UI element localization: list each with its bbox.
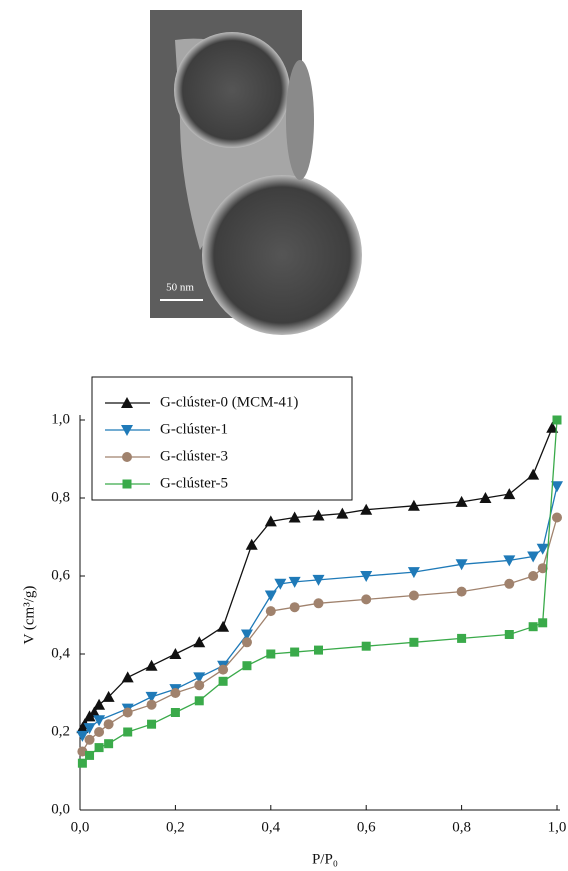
marker <box>147 720 156 729</box>
x-tick-label: 0,2 <box>166 819 185 835</box>
x-tick-label: 0,4 <box>261 819 280 835</box>
marker <box>123 708 133 718</box>
marker <box>503 488 515 499</box>
marker <box>218 665 228 675</box>
y-tick-label: 0,4 <box>51 645 70 661</box>
y-tick-label: 0,6 <box>51 567 70 583</box>
marker <box>170 688 180 698</box>
marker <box>94 727 104 737</box>
marker <box>217 621 229 632</box>
x-tick-label: 0,6 <box>357 819 376 835</box>
marker <box>314 646 323 655</box>
marker <box>362 642 371 651</box>
marker <box>505 630 514 639</box>
marker <box>457 634 466 643</box>
marker <box>147 700 157 710</box>
marker <box>219 677 228 686</box>
marker <box>538 618 547 627</box>
x-axis-label: P/P₀ <box>312 851 338 867</box>
marker <box>266 606 276 616</box>
marker <box>314 598 324 608</box>
marker <box>457 587 467 597</box>
marker <box>528 571 538 581</box>
marker <box>242 637 252 647</box>
marker <box>123 480 132 489</box>
legend-label: G-clúster-1 <box>160 421 228 437</box>
marker <box>122 671 134 682</box>
y-tick-label: 0,8 <box>51 489 70 505</box>
marker <box>552 513 562 523</box>
y-tick-label: 1,0 <box>51 411 70 427</box>
marker <box>409 638 418 647</box>
marker <box>78 759 87 768</box>
y-axis-label: V (cm³/g) <box>21 586 37 645</box>
marker <box>266 650 275 659</box>
tem-image: 50 nm <box>150 10 362 335</box>
marker <box>527 469 539 480</box>
legend-label: G-clúster-3 <box>160 448 228 464</box>
marker <box>193 636 205 647</box>
legend-label: G-clúster-0 (MCM-41) <box>160 394 298 410</box>
marker <box>361 594 371 604</box>
y-tick-label: 0,2 <box>51 723 70 739</box>
figure: 50 nm P/P₀ V (cm³/g) 0,0 0,2 0,4 0,6 0,8 1,0 0… <box>0 0 568 871</box>
marker <box>104 719 114 729</box>
series-line <box>82 518 557 752</box>
marker <box>95 743 104 752</box>
marker <box>290 602 300 612</box>
marker <box>553 416 562 425</box>
marker <box>290 648 299 657</box>
marker <box>242 661 251 670</box>
marker <box>85 751 94 760</box>
marker <box>265 591 277 602</box>
x-tick-label: 0,0 <box>71 819 90 835</box>
marker <box>409 591 419 601</box>
marker <box>104 739 113 748</box>
marker <box>529 622 538 631</box>
marker <box>169 648 181 659</box>
y-tick-label: 0,0 <box>51 801 70 817</box>
marker <box>504 579 514 589</box>
x-tick-label: 0,8 <box>452 819 471 835</box>
marker <box>122 452 132 462</box>
legend-label: G-clúster-5 <box>160 475 228 491</box>
marker <box>146 660 158 671</box>
marker <box>123 728 132 737</box>
marker <box>194 680 204 690</box>
x-tick-label: 1,0 <box>548 819 567 835</box>
marker <box>85 735 95 745</box>
scale-bar-label: 50 nm <box>166 282 194 294</box>
marker <box>171 708 180 717</box>
marker <box>93 699 105 710</box>
marker <box>195 696 204 705</box>
